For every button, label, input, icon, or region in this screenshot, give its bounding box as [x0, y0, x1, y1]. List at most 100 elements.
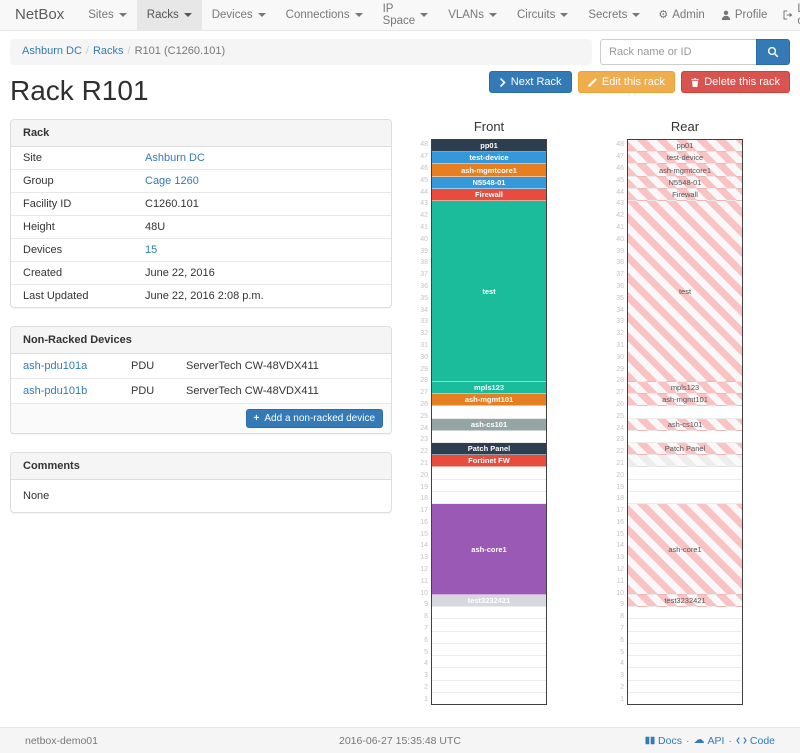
nav-menu: Sites Racks Devices Connections IP Space VLAN…: [78, 0, 650, 30]
unit-number: 26: [616, 400, 624, 408]
unit-number: 39: [420, 247, 428, 255]
rack-device-pp01[interactable]: pp01: [628, 140, 742, 153]
rack-info-value: June 22, 2016: [145, 267, 215, 279]
rack-device-ash-mgmtcore1[interactable]: ash-mgmtcore1: [628, 164, 742, 177]
nav-item-sites[interactable]: Sites: [78, 0, 137, 30]
nav-item-devices[interactable]: Devices: [202, 0, 276, 30]
nav-item-label: Sites: [88, 9, 114, 21]
unit-number: 33: [616, 318, 624, 326]
nav-item-log-out[interactable]: Log out: [775, 0, 800, 30]
rack-device-Fortinet FW[interactable]: [628, 455, 742, 468]
brand-logo[interactable]: NetBox: [15, 6, 65, 23]
device-name-link[interactable]: ash-pdu101a: [23, 360, 88, 372]
nav-item-profile[interactable]: Profile: [713, 0, 776, 30]
unit-number: 1: [620, 695, 624, 703]
logout-icon: [783, 10, 793, 20]
unit-number: 35: [420, 294, 428, 302]
front-unit-numbers: 48 47 46 45 44 43 42 41 40 39 38 37 36 35 34 33 32 31 30 29…: [419, 139, 431, 705]
rack-device-mpls123[interactable]: mpls123: [432, 381, 546, 395]
unit-number: 16: [420, 518, 428, 526]
breadcrumb-item[interactable]: Ashburn DC: [22, 45, 82, 57]
unit-number: 11: [616, 577, 624, 585]
device-name-link[interactable]: ash-pdu101b: [23, 385, 88, 397]
rack-device-ash-mgmtcore1[interactable]: ash-mgmtcore1: [432, 164, 546, 177]
rack-info-label: Devices: [23, 244, 63, 256]
rack-device-test[interactable]: test: [628, 201, 742, 382]
rack-info-row: Last Updated June 22, 2016 2:08 p.m.: [11, 285, 391, 307]
unit-number: 15: [616, 530, 624, 538]
nav-item-connections[interactable]: Connections: [276, 0, 373, 30]
chevron-down-icon: [257, 13, 266, 17]
non-racked-device-row: ash-pdu101a PDU ServerTech CW-48VDX411: [11, 354, 391, 379]
nav-item-admin[interactable]: ⚙ Admin: [650, 0, 712, 30]
footer-link-label: Code: [749, 734, 775, 747]
unit-number: 18: [420, 495, 428, 503]
device-model: ServerTech CW-48VDX411: [186, 360, 319, 372]
unit-number: 30: [420, 353, 428, 361]
cloud-icon: ☁: [693, 734, 705, 746]
breadcrumb-item[interactable]: Racks: [92, 45, 124, 57]
rack-device-test3232421[interactable]: test3232421: [432, 595, 546, 608]
device-type: PDU: [131, 385, 155, 397]
rack-device-Patch Panel[interactable]: Patch Panel: [628, 443, 742, 456]
add-non-racked-device-button[interactable]: + Add a non-racked device: [245, 409, 383, 428]
rack-device-Patch Panel[interactable]: Patch Panel: [432, 443, 546, 456]
nav-item-ip-space[interactable]: IP Space: [373, 0, 439, 30]
front-elevation-title: Front: [473, 119, 505, 134]
rack-device-pp01[interactable]: pp01: [432, 140, 546, 153]
nav-item-circuits[interactable]: Circuits: [507, 0, 578, 30]
rack-device-ash-cs101[interactable]: ash-cs101: [628, 418, 742, 431]
rack-details-column: Rack Site Ashburn DC Group Cage 1260 Facilit…: [10, 119, 392, 531]
unit-number: 41: [420, 223, 428, 231]
rack-device-mpls123[interactable]: mpls123: [628, 381, 742, 395]
delete-rack-button[interactable]: Delete this rack: [681, 71, 790, 93]
edit-rack-button[interactable]: Edit this rack: [577, 71, 675, 93]
nav-item-secrets[interactable]: Secrets: [578, 0, 650, 30]
user-icon: [721, 10, 731, 20]
footer: netbox-demo01 2016-06-27 15:35:48 UTC Do…: [0, 727, 800, 753]
rack-device-N5548-01[interactable]: N5548-01: [628, 176, 742, 189]
rack-info-value[interactable]: Ashburn DC: [145, 152, 205, 164]
rack-device-Firewall[interactable]: Firewall: [432, 188, 546, 202]
rack-info-value[interactable]: 15: [145, 244, 158, 256]
rack-empty-unit: [432, 607, 546, 620]
non-racked-footer: + Add a non-racked device: [11, 404, 391, 433]
rack-device-Firewall[interactable]: Firewall: [628, 188, 742, 202]
rack-info-label: Created: [23, 267, 63, 279]
rack-info-value[interactable]: Cage 1260: [145, 175, 199, 187]
search-input[interactable]: [600, 39, 756, 65]
unit-number: 29: [420, 365, 428, 373]
unit-number: 48: [616, 141, 624, 149]
rack-device-ash-mgmt101[interactable]: ash-mgmt101: [432, 394, 546, 407]
comments-body: None: [23, 490, 50, 502]
rack-device-test-device[interactable]: test-device: [432, 152, 546, 165]
rack-device-Fortinet FW[interactable]: Fortinet FW: [432, 455, 546, 468]
unit-number: 14: [616, 542, 624, 550]
rack-device-ash-cs101[interactable]: ash-cs101: [432, 418, 546, 431]
footer-link-api[interactable]: ☁ API: [693, 735, 724, 747]
rack-device-ash-mgmt101[interactable]: ash-mgmt101: [628, 394, 742, 407]
unit-number: 28: [616, 377, 624, 385]
search-button[interactable]: [756, 39, 790, 65]
unit-number: 12: [420, 566, 428, 574]
rack-empty-unit: [628, 656, 742, 669]
rack-device-ash-core1[interactable]: ash-core1: [432, 504, 546, 596]
next-rack-button[interactable]: Next Rack: [488, 71, 572, 93]
nav-item-vlans[interactable]: VLANs: [438, 0, 507, 30]
unit-number: 18: [616, 495, 624, 503]
footer-link-code[interactable]: Code: [736, 735, 775, 747]
rack-device-test[interactable]: test: [432, 201, 546, 382]
footer-link-docs[interactable]: Docs: [645, 735, 682, 747]
rack-empty-unit: [432, 479, 546, 492]
rack-device-test-device[interactable]: test-device: [628, 152, 742, 165]
rack-device-ash-core1[interactable]: ash-core1: [628, 504, 742, 596]
rack-device-N5548-01[interactable]: N5548-01: [432, 176, 546, 189]
unit-number: 45: [616, 176, 624, 184]
rack-device-test3232421[interactable]: test3232421: [628, 595, 742, 608]
rack-empty-unit: [628, 607, 742, 620]
search-icon: [767, 46, 779, 58]
unit-number: 46: [616, 164, 624, 172]
unit-number: 17: [420, 507, 428, 515]
rear-rack: pp01 test-device ash-mgmtcore1 N5548-01 Fire…: [627, 139, 743, 705]
nav-item-racks[interactable]: Racks: [136, 0, 202, 30]
